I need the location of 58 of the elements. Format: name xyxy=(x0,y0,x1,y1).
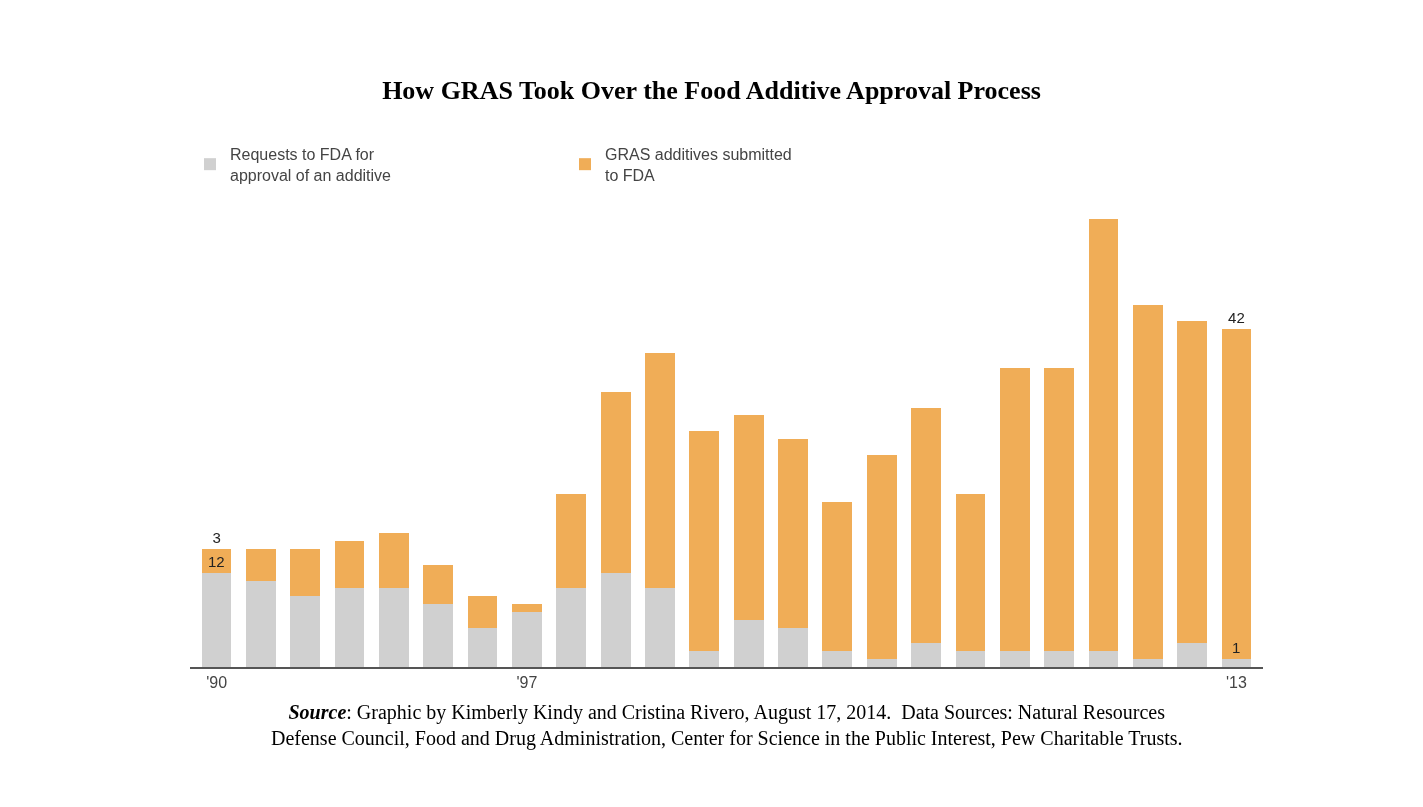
x-tick-label: '90 xyxy=(206,674,228,692)
data-label: 1 xyxy=(1232,639,1241,656)
bar xyxy=(512,604,542,612)
bar xyxy=(1088,218,1119,652)
bar xyxy=(334,588,365,667)
chart-title: How GRAS Took Over the Food Additive Approval Process xyxy=(382,75,1041,105)
bar xyxy=(1088,651,1119,667)
bar xyxy=(423,564,454,605)
bar xyxy=(999,368,1030,652)
bar xyxy=(1132,659,1163,667)
bar xyxy=(1177,643,1207,667)
bar xyxy=(556,588,587,667)
bar xyxy=(1132,305,1163,660)
bar xyxy=(645,352,675,589)
bar xyxy=(955,651,986,667)
bar xyxy=(689,431,720,652)
bar xyxy=(379,533,409,589)
bar xyxy=(911,407,941,644)
bar xyxy=(423,604,454,667)
bar xyxy=(955,494,986,652)
bar xyxy=(733,619,764,667)
bar xyxy=(689,651,720,667)
bar xyxy=(379,588,409,667)
x-tick-label: '97 xyxy=(516,674,538,692)
bar xyxy=(246,580,276,667)
bar xyxy=(1044,651,1074,667)
bar xyxy=(246,549,276,581)
bar xyxy=(201,572,232,667)
bar xyxy=(1177,321,1207,644)
bar xyxy=(600,391,631,573)
legend-label: Requests to FDA for approval of an additive xyxy=(230,146,392,184)
bar xyxy=(778,439,808,628)
bar xyxy=(290,596,321,667)
bar xyxy=(866,659,897,667)
bar xyxy=(334,541,365,589)
source-note: Source: Graphic by Kimberly Kindy and Cristina Rivero, August 17, 2014. Data Sources: Natural Resources Defense Council, Food and Drug Administration, Center for Science in the Public Interest, Pew Charitable Trusts. xyxy=(271,701,1183,750)
bar xyxy=(290,549,321,597)
data-label: 42 xyxy=(1228,309,1245,327)
legend-label: GRAS additives submitted to FDA xyxy=(605,146,792,184)
bar xyxy=(556,494,587,589)
bar xyxy=(822,501,853,652)
bar xyxy=(600,572,631,667)
bar xyxy=(1221,659,1252,667)
x-tick-label: '13 xyxy=(1225,674,1247,692)
bar xyxy=(778,627,808,667)
bar xyxy=(512,611,542,667)
bar xyxy=(1044,368,1074,652)
bar xyxy=(999,651,1030,667)
bar xyxy=(822,651,853,667)
bar xyxy=(733,415,764,620)
bar xyxy=(645,588,675,667)
bar xyxy=(1221,329,1252,660)
data-label: 12 xyxy=(208,553,225,570)
bar xyxy=(467,596,498,628)
bar xyxy=(911,643,941,667)
data-label: 3 xyxy=(212,529,221,547)
bar xyxy=(866,454,897,660)
bar xyxy=(467,627,498,667)
